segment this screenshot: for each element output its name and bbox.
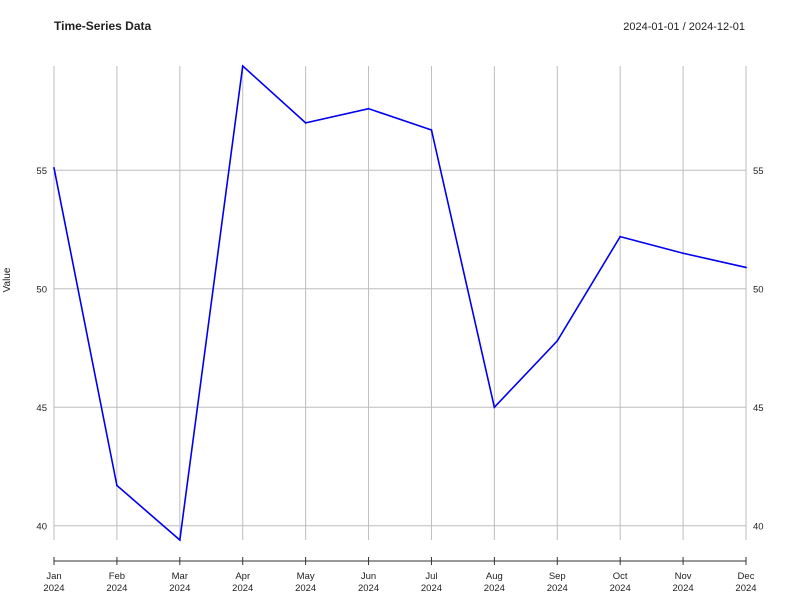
- data-point: [619, 236, 621, 238]
- y-tick-label-left: 50: [36, 284, 47, 295]
- x-tick-label-month: Aug: [486, 571, 503, 582]
- y-tick-label-left: 40: [36, 521, 47, 532]
- x-tick-label-month: Dec: [738, 571, 755, 582]
- data-point: [745, 267, 747, 269]
- x-tick-label-month: Oct: [613, 571, 628, 582]
- data-point: [305, 122, 307, 124]
- x-tick-label-month: Apr: [235, 571, 250, 582]
- x-tick-label-month: Jan: [46, 571, 61, 582]
- x-tick-label-year: 2024: [106, 583, 127, 594]
- x-tick-label-year: 2024: [295, 583, 316, 594]
- chart-title: Time-Series Data: [54, 19, 151, 33]
- x-tick-label-month: Nov: [675, 571, 692, 582]
- data-point: [682, 252, 684, 254]
- data-point: [493, 406, 495, 408]
- x-tick-label-month: Feb: [109, 571, 125, 582]
- y-tick-label-left: 55: [36, 166, 47, 177]
- x-tick-label-month: May: [297, 571, 315, 582]
- x-tick-label-month: Jul: [425, 571, 437, 582]
- series-line: [54, 66, 746, 540]
- x-tick-label-year: 2024: [43, 583, 64, 594]
- grid-layer: [54, 66, 746, 540]
- x-tick-label-year: 2024: [421, 583, 442, 594]
- data-point: [556, 340, 558, 342]
- y-tick-label-right: 45: [753, 403, 764, 414]
- x-tick-label-month: Sep: [549, 571, 566, 582]
- x-tick-label-year: 2024: [232, 583, 253, 594]
- x-tick-label-year: 2024: [169, 583, 190, 594]
- y-tick-label-right: 55: [753, 166, 764, 177]
- y-tick-label-right: 50: [753, 284, 764, 295]
- x-tick-label-month: Jun: [361, 571, 376, 582]
- data-point: [179, 539, 181, 541]
- data-point: [242, 65, 244, 67]
- data-point: [116, 485, 118, 487]
- x-tick-label-year: 2024: [358, 583, 379, 594]
- y-axis-label: Value: [2, 267, 13, 292]
- data-point: [53, 167, 55, 169]
- y-tick-label-left: 45: [36, 403, 47, 414]
- x-tick-label-year: 2024: [673, 583, 694, 594]
- series-layer: [53, 65, 747, 541]
- data-point: [368, 108, 370, 110]
- x-tick-label-year: 2024: [547, 583, 568, 594]
- x-tick-label-year: 2024: [610, 583, 631, 594]
- x-tick-label-year: 2024: [484, 583, 505, 594]
- data-point: [431, 129, 433, 131]
- x-tick-label-year: 2024: [735, 583, 756, 594]
- date-range-label: 2024-01-01 / 2024-12-01: [623, 21, 745, 33]
- y-tick-label-right: 40: [753, 521, 764, 532]
- x-tick-label-month: Mar: [172, 571, 188, 582]
